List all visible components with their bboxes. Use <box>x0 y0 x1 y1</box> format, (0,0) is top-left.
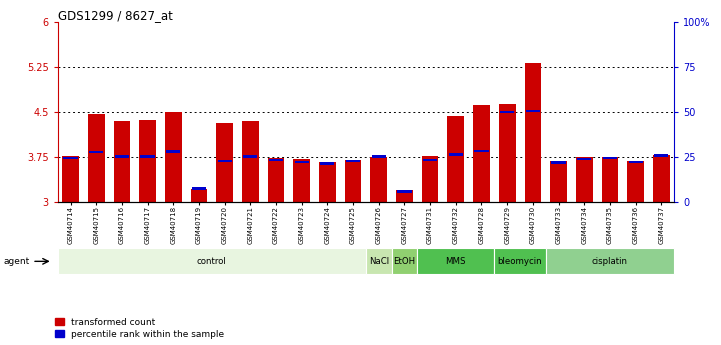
Bar <box>267 158 284 202</box>
Bar <box>89 151 103 154</box>
Text: agent: agent <box>4 257 30 266</box>
Bar <box>576 157 593 202</box>
Bar <box>526 110 540 112</box>
Bar <box>550 160 567 202</box>
Bar <box>423 159 437 161</box>
Bar <box>295 161 309 163</box>
Bar <box>243 155 257 158</box>
Bar <box>166 150 180 153</box>
Bar <box>577 158 591 160</box>
Bar <box>392 248 417 274</box>
Bar <box>448 154 463 156</box>
Bar <box>371 156 386 158</box>
Bar <box>422 156 438 202</box>
Bar <box>366 248 392 274</box>
Bar <box>524 63 541 202</box>
Bar <box>499 104 516 202</box>
Bar <box>139 120 156 202</box>
Bar <box>346 160 360 162</box>
Bar <box>58 248 366 274</box>
Bar <box>192 187 206 190</box>
Bar <box>371 157 387 202</box>
Bar <box>320 162 335 165</box>
Bar <box>473 105 490 202</box>
Bar <box>63 157 78 159</box>
Bar <box>601 157 619 202</box>
Bar <box>397 190 412 193</box>
Bar <box>603 157 617 159</box>
Text: bleomycin: bleomycin <box>497 257 542 266</box>
Bar <box>396 190 413 202</box>
Text: MMS: MMS <box>446 257 466 266</box>
Text: NaCl: NaCl <box>368 257 389 266</box>
Bar <box>216 123 233 202</box>
Legend: transformed count, percentile rank within the sample: transformed count, percentile rank withi… <box>55 318 224 339</box>
Bar <box>115 155 129 158</box>
Bar <box>627 161 644 202</box>
Bar <box>113 121 131 202</box>
Bar <box>417 248 495 274</box>
Bar <box>653 155 670 202</box>
Bar <box>500 111 514 113</box>
Bar <box>319 162 336 202</box>
Bar <box>495 248 546 274</box>
Bar <box>165 112 182 202</box>
Bar <box>546 248 674 274</box>
Bar <box>62 156 79 202</box>
Bar <box>654 154 668 157</box>
Bar <box>218 160 231 162</box>
Text: cisplatin: cisplatin <box>592 257 628 266</box>
Bar <box>448 116 464 202</box>
Bar <box>345 160 361 202</box>
Text: GDS1299 / 8627_at: GDS1299 / 8627_at <box>58 9 172 22</box>
Bar <box>293 159 310 202</box>
Text: control: control <box>197 257 226 266</box>
Bar <box>141 156 155 158</box>
Bar <box>190 189 208 202</box>
Text: EtOH: EtOH <box>394 257 415 266</box>
Bar <box>242 121 259 202</box>
Bar <box>474 149 489 152</box>
Bar <box>269 159 283 161</box>
Bar <box>552 161 566 164</box>
Bar <box>629 161 642 163</box>
Bar <box>88 114 105 202</box>
